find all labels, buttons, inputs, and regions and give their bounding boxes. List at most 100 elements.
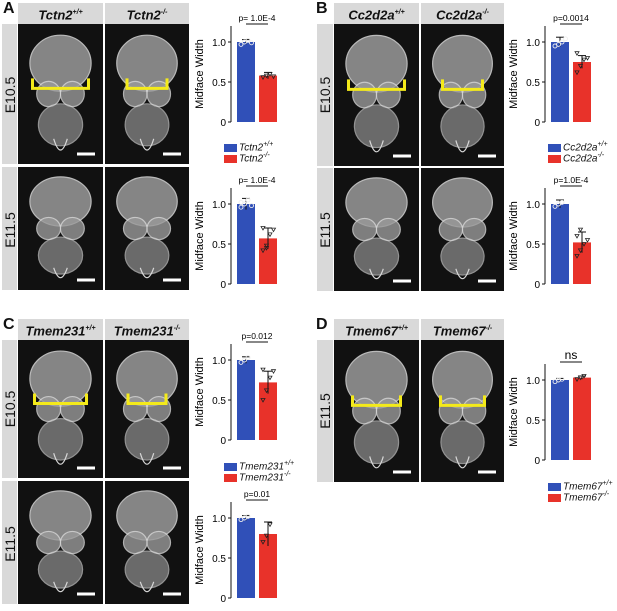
stage-label: E10.5: [317, 76, 333, 114]
data-point: [559, 376, 565, 382]
embryo-micrograph-wt: [334, 340, 419, 482]
legend-a: Tctn2+/+ Tctn2-/-: [224, 139, 273, 164]
data-point: [270, 227, 277, 233]
embryo-micrograph-wt: [334, 24, 419, 166]
legend-entry: Tmem231-/-: [224, 469, 294, 483]
bar: [573, 62, 591, 122]
embryo-shape: [116, 176, 178, 279]
y-tick-label: 1.0: [526, 200, 540, 211]
p-value-label: ns: [565, 348, 578, 362]
y-axis-label: Midface Width: [194, 515, 206, 585]
data-point: [263, 73, 270, 79]
data-point: [238, 41, 244, 47]
p-value-label: p= 1.0E-4: [238, 13, 275, 23]
y-tick-label: 0.5: [526, 416, 540, 427]
legend-swatch: [224, 462, 237, 471]
data-point: [260, 248, 266, 254]
data-point: [559, 39, 565, 45]
data-point: [563, 36, 568, 42]
p-value-label: p= 1.0E-4: [238, 175, 275, 185]
data-point: [581, 374, 587, 379]
legend-swatch: [548, 143, 561, 152]
data-point: [574, 51, 580, 57]
legend-c: Tmem231+/+ Tmem231-/-: [224, 458, 294, 483]
bar: [573, 242, 591, 284]
stage-label: E10.5: [2, 76, 18, 114]
data-point: [584, 238, 591, 243]
y-axis-label: Midface Width: [194, 357, 206, 427]
midface-width-bracket: [351, 395, 402, 407]
legend-entry: Tmem67+/+: [548, 478, 613, 492]
genotype-header-wt: Tmem231+/+: [18, 319, 103, 341]
p-value-label: p=0.0014: [553, 13, 589, 23]
data-point: [238, 359, 244, 365]
y-tick-label: 1.0: [526, 376, 540, 387]
data-point: [267, 522, 273, 528]
embryo-micrograph-mut: [421, 24, 504, 166]
p-value-label: p=1.0E-4: [554, 175, 589, 185]
stage-label: E11.5: [2, 212, 18, 248]
embryo-shape: [345, 177, 408, 280]
data-point: [581, 57, 587, 63]
genotype-header-mut: Tctn2-/-: [105, 3, 189, 25]
legend-d: Tmem67+/+ Tmem67-/-: [548, 478, 613, 503]
embryo-micrograph-wt: [18, 481, 103, 604]
data-point: [263, 243, 270, 249]
embryo-shape: [29, 176, 92, 279]
genotype-header-mut: Tmem231-/-: [105, 319, 189, 341]
bar: [237, 204, 255, 284]
embryo-shape: [432, 350, 493, 469]
y-tick-label: 0.5: [212, 78, 226, 89]
y-tick-label: 1.0: [526, 38, 540, 49]
y-axis-label: Midface Width: [508, 201, 520, 271]
data-point: [574, 377, 580, 383]
panel-letter-d: D: [316, 316, 328, 333]
bar: [259, 534, 277, 598]
data-point: [245, 197, 251, 203]
bar-chart-a-e105: Midface Width 0 0.5 1.0 p= 1.0E-4: [194, 10, 295, 130]
embryo-micrograph-mut: [421, 340, 504, 482]
bar-chart-c-e115: Midface Width 0 0.5 1.0 p=0.01: [194, 486, 295, 606]
bar: [551, 380, 569, 460]
y-tick-label: 0: [220, 118, 226, 129]
legend-swatch: [224, 473, 237, 482]
data-point: [263, 533, 270, 539]
data-point: [267, 232, 273, 238]
embryo-shape: [345, 34, 408, 153]
data-point: [260, 226, 266, 231]
data-point: [242, 357, 247, 363]
y-tick-label: 1.0: [212, 514, 226, 525]
panel-letter-a: A: [3, 0, 15, 17]
bar: [237, 42, 255, 122]
legend-swatch: [548, 154, 561, 163]
embryo-micrograph-mut: [105, 340, 189, 478]
y-tick-label: 0: [220, 280, 226, 291]
genotype-header-wt: Tmem67+/+: [334, 319, 419, 341]
y-axis-label: Midface Width: [508, 377, 520, 447]
y-tick-label: 1.0: [212, 356, 226, 367]
legend-swatch: [548, 482, 561, 491]
y-tick-label: 0.5: [212, 396, 226, 407]
data-point: [263, 246, 270, 251]
embryo-shape: [29, 490, 92, 593]
panel-letter-b: B: [316, 0, 328, 17]
legend-entry: Tmem67-/-: [548, 489, 613, 503]
y-tick-label: 0: [534, 118, 540, 129]
y-tick-label: 0.5: [212, 240, 226, 251]
midface-width-bracket: [439, 395, 486, 407]
legend-swatch: [224, 143, 237, 152]
data-point: [238, 204, 244, 210]
data-point: [245, 513, 251, 519]
embryo-shape: [116, 490, 178, 593]
legend-entry: Tctn2+/+: [224, 139, 273, 153]
embryo-shape: [116, 350, 178, 465]
data-point: [260, 367, 266, 373]
legend-swatch: [224, 154, 237, 163]
data-point: [556, 41, 561, 47]
data-point: [574, 254, 580, 259]
data-point: [552, 203, 558, 209]
legend-entry: Cc2d2a+/+: [548, 139, 608, 153]
y-tick-label: 0: [220, 594, 226, 605]
stage-label: E10.5: [2, 390, 18, 428]
y-tick-label: 0.5: [526, 78, 540, 89]
